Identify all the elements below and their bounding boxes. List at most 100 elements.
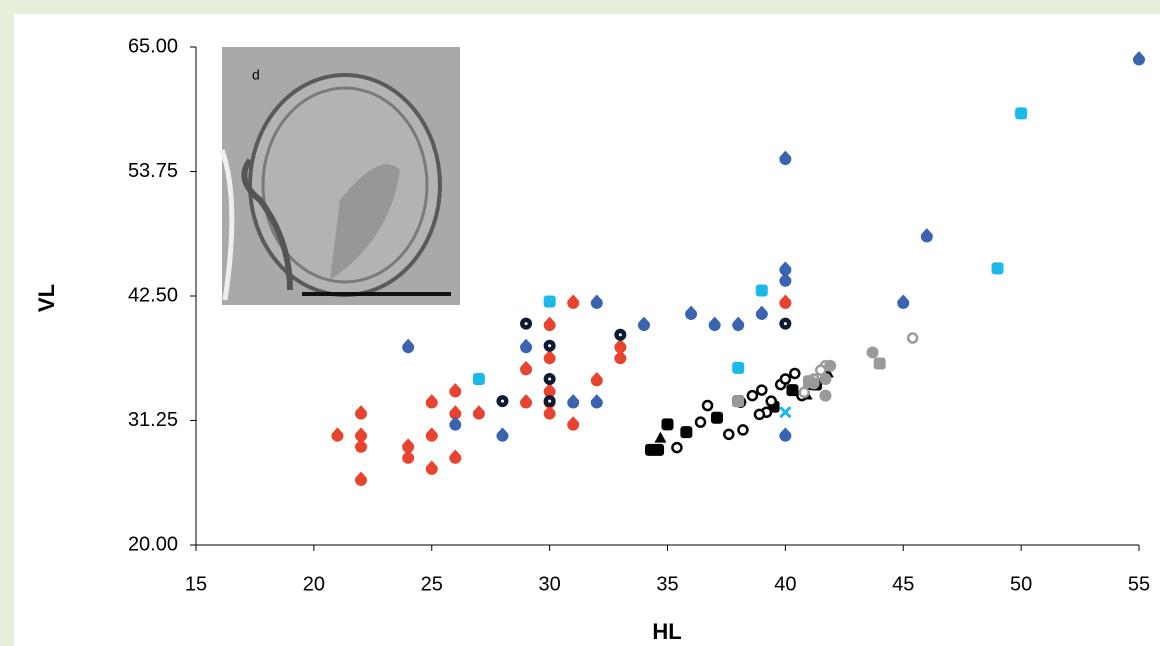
point xyxy=(567,294,580,309)
x-tick-label: 15 xyxy=(185,573,207,595)
point xyxy=(402,449,415,464)
point xyxy=(802,375,815,388)
point xyxy=(779,373,792,385)
point xyxy=(543,316,556,332)
point xyxy=(652,443,665,456)
point xyxy=(866,346,879,359)
x-tick-label: 20 xyxy=(303,573,325,595)
point xyxy=(331,427,344,442)
point xyxy=(543,295,556,308)
point xyxy=(737,424,749,436)
point xyxy=(756,384,768,396)
point xyxy=(402,438,415,453)
point-center xyxy=(548,344,552,348)
point xyxy=(449,383,462,398)
y-tick-label: 53.75 xyxy=(128,160,178,182)
x-tick-label: 50 xyxy=(1010,573,1032,595)
point xyxy=(779,150,792,166)
point xyxy=(746,389,759,402)
point-center xyxy=(548,377,552,381)
x-tick-label: 25 xyxy=(421,573,443,595)
point xyxy=(355,405,368,420)
point xyxy=(590,394,603,409)
y-axis-label: VL xyxy=(34,284,59,312)
point xyxy=(694,416,707,428)
point xyxy=(711,411,724,424)
point xyxy=(755,305,768,320)
panel xyxy=(14,14,1160,646)
point xyxy=(779,294,792,309)
point xyxy=(449,449,462,464)
point xyxy=(590,294,603,309)
point xyxy=(614,349,627,365)
point-center xyxy=(783,322,787,326)
point xyxy=(789,367,801,380)
point xyxy=(765,395,777,407)
point xyxy=(685,305,698,320)
point-center xyxy=(500,399,504,403)
point xyxy=(543,383,556,398)
point xyxy=(543,349,556,365)
x-tick-label: 40 xyxy=(774,573,796,595)
point xyxy=(520,338,533,354)
point xyxy=(824,359,837,372)
point xyxy=(355,471,368,486)
point xyxy=(472,373,485,385)
point xyxy=(819,389,832,402)
point xyxy=(567,394,580,409)
inset-photo xyxy=(219,47,460,305)
x-tick-label: 45 xyxy=(892,573,914,595)
x-tick-label: 55 xyxy=(1128,573,1150,595)
point-center xyxy=(548,399,552,403)
point xyxy=(779,261,792,276)
point xyxy=(614,338,627,354)
point xyxy=(906,332,919,344)
point xyxy=(637,316,650,332)
point xyxy=(680,426,693,439)
point xyxy=(425,460,438,475)
point xyxy=(732,361,745,374)
point xyxy=(654,431,667,443)
point xyxy=(755,284,768,297)
point xyxy=(723,428,735,441)
point xyxy=(819,373,832,385)
x-tick-label: 30 xyxy=(539,573,561,595)
point xyxy=(779,427,792,442)
point xyxy=(798,386,810,399)
point xyxy=(814,364,827,376)
point xyxy=(991,262,1004,275)
point xyxy=(402,338,415,354)
point xyxy=(449,405,462,420)
point xyxy=(355,438,368,453)
point xyxy=(425,394,438,409)
inset-label: d xyxy=(252,67,260,83)
point xyxy=(567,416,580,431)
point xyxy=(779,406,792,419)
point xyxy=(897,294,910,309)
point xyxy=(753,408,766,421)
y-tick-label: 42.50 xyxy=(128,284,178,306)
y-tick-label: 65.00 xyxy=(128,35,178,57)
point xyxy=(920,228,933,243)
point xyxy=(425,427,438,442)
point-center xyxy=(524,322,528,326)
point xyxy=(520,394,533,409)
point xyxy=(520,360,533,376)
point-center xyxy=(618,333,622,337)
point xyxy=(472,405,485,420)
point xyxy=(496,427,509,442)
x-tick-label: 35 xyxy=(656,573,678,595)
point xyxy=(590,372,603,387)
point xyxy=(1133,51,1145,66)
point xyxy=(708,316,721,332)
point xyxy=(732,395,745,408)
point xyxy=(449,416,462,431)
point xyxy=(701,399,714,412)
point xyxy=(661,418,674,431)
y-tick-label: 20.00 xyxy=(128,533,178,555)
x-axis-label: HL xyxy=(652,619,681,644)
y-tick-label: 31.25 xyxy=(128,409,178,431)
point xyxy=(873,357,886,370)
